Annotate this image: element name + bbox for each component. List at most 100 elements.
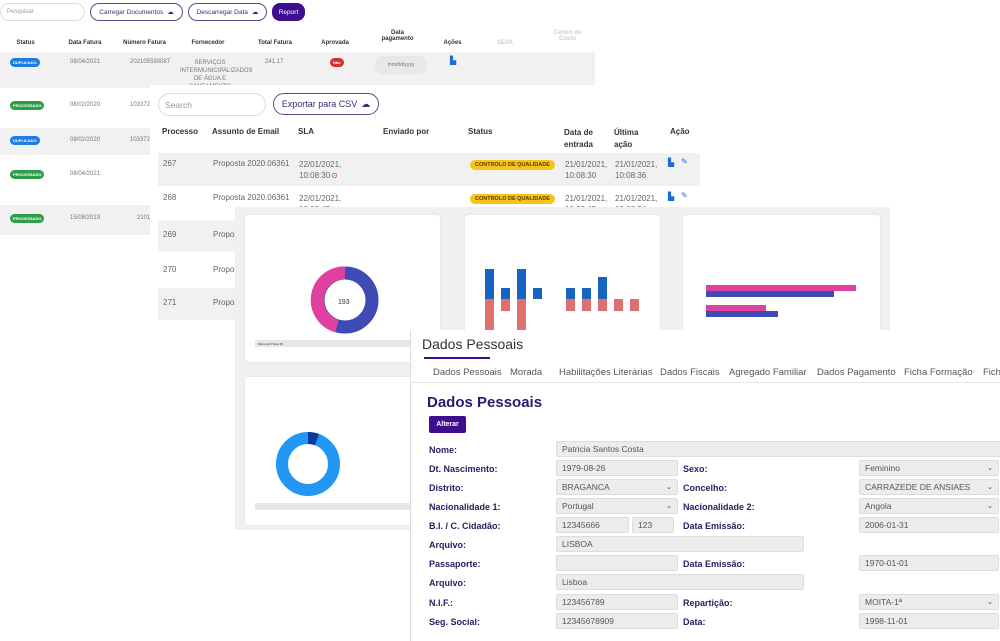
seg-value: 12345678909 [562,616,615,626]
chevron-down-icon: ⌄ [987,484,993,491]
entry-date: 21/01/2021, 10:08:30 [565,160,608,180]
data-emissao-field[interactable]: 2006-01-31 [859,517,999,533]
assets-donut-card: 193 Microsoft Power BI [245,215,440,362]
cloud-download-icon: ☁ [251,9,259,16]
tab-morada[interactable]: Morada [510,367,543,378]
passaporte-field[interactable] [556,555,678,571]
col-entry-date[interactable]: Data de entrada [564,128,593,149]
concelho-select[interactable]: CARRAZEDE DE ANSIAES ⌄ [859,479,999,495]
email-subject: Proposta 2020.06361 [213,159,290,168]
bar-chart-card [465,215,660,335]
footer-bar [255,340,430,347]
col-sent-by[interactable]: Enviado por [383,127,430,136]
edit-button[interactable]: Alterar [429,416,466,433]
tab-dados-pagamento[interactable]: Dados Pagamento [817,367,896,378]
edit-pencil-icon[interactable]: ✎ [681,191,688,200]
col-last-action[interactable]: Última ação [614,128,639,149]
label-nome: Nome: [429,445,458,455]
document-icon[interactable]: ▙ [668,192,675,201]
arquivo-passaporte-field[interactable]: Lisboa [556,574,804,590]
document-icon[interactable]: ▙ [450,56,457,65]
bar [630,299,639,311]
bar [614,299,623,311]
tab-ficha[interactable]: Ficha [983,367,1000,378]
reparticao-value: MOITA-1ª [865,597,902,607]
download-data-button[interactable]: Descarregar Data ☁ [188,3,267,21]
salary-bar-chart [706,285,856,317]
invoice-date: 08/04/2021 [70,59,101,65]
report-button[interactable]: Report [272,3,305,21]
warning-clock-icon: ⊙ [331,171,338,180]
chevron-down-icon: ⌄ [666,484,672,491]
distrito-select[interactable]: BRAGANCA ⌄ [556,479,678,495]
seg-social-field[interactable]: 12345678909 [556,613,678,629]
donut-slice-female [310,266,346,333]
active-tab-indicator [424,357,490,359]
upload-documents-button[interactable]: Carregar Documentos ☁ [90,3,183,21]
table-row[interactable]: 267 Proposta 2020.06361 22/01/2021, 10:0… [158,153,700,186]
nascimento-field[interactable]: 1979-08-26 [556,460,678,476]
label-reparticao: Repartição: [683,598,733,608]
data-field[interactable]: 1998-11-01 [859,613,999,629]
label-nacionalidade-1: Nacionalidade 1: [429,502,501,512]
table-row[interactable]: 270 Propos [158,255,700,285]
tab-agregado-familiar[interactable]: Agregado Familiar [729,367,807,378]
label-passaporte: Passaporte: [429,559,481,569]
invoice-total: 241,17 [265,59,284,65]
table-row[interactable]: PROCESSADO 08/02/2020 103372 [0,97,595,119]
col-date[interactable]: Data Fatura [68,40,102,46]
process-search-input[interactable]: Search [158,93,266,116]
tab-dados-pessoais[interactable]: Dados Pessoais [433,367,502,378]
status-badge: PROCESSADO [10,101,45,110]
label-seg-social: Seg. Social: [429,617,481,627]
col-cost-center[interactable]: Centro de Custo [553,30,582,42]
nif-field[interactable]: 123456789 [556,594,678,610]
edit-pencil-icon[interactable]: ✎ [681,157,688,166]
bar [582,288,591,299]
invoice-search-input[interactable]: Pesquisar [0,3,85,21]
remuneration-donut-chart [255,431,415,510]
tab-habilitacoes[interactable]: Habilitações Literárias [559,367,653,378]
salary-bar-card [683,215,880,335]
bi-value: 12345666 [562,520,600,530]
col-supplier[interactable]: Fornecedor [191,40,225,46]
payment-date-input[interactable]: mm/dd/yyyy [375,56,427,74]
col-sepa[interactable]: SEPA [497,40,513,46]
col-subject[interactable]: Assunto de Email [212,127,280,136]
nome-field[interactable]: Patricia Santos Costa [556,441,1000,457]
approved-badge: Não [330,58,344,67]
nacionalidade-2-select[interactable]: Angola ⌄ [859,498,999,514]
reparticao-select[interactable]: MOITA-1ª ⌄ [859,594,999,610]
bi-check-digit-field[interactable]: 123 [632,517,674,533]
col-process[interactable]: Processo [162,127,199,136]
col-total[interactable]: Total Fatura [258,40,292,46]
col-payment-date[interactable]: Data pagamento [381,30,414,42]
donut-total: 193 [338,299,350,306]
bar [706,305,766,311]
bi-field[interactable]: 12345666 [556,517,629,533]
arquivo-field[interactable]: LISBOA [556,536,804,552]
nacionalidade-1-select[interactable]: Portugal ⌄ [556,498,678,514]
invoice-date: 08/02/2020 [70,137,101,143]
col-approved[interactable]: Aprovada [321,40,349,46]
upload-label: Carregar Documentos [99,8,164,16]
label-nif: N.I.F.: [429,598,453,608]
col-number[interactable]: Número Fatura [123,40,166,46]
col-status[interactable]: Status [468,127,493,136]
donut-slice [307,431,320,446]
process-id: 267 [163,159,177,168]
document-icon[interactable]: ▙ [668,158,675,167]
table-row[interactable]: DUPLICADO 08/04/2021 202105590087 SERVIÇ… [0,52,595,90]
export-csv-button[interactable]: Exportar para CSV ☁ [273,93,379,115]
sla-value: 22/01/2021, 10:08:30 [299,160,342,180]
table-row[interactable]: PROCESSADO 08/04/2021 [0,166,595,188]
sexo-select[interactable]: Feminino ⌄ [859,460,999,476]
data-emissao-passaporte-field[interactable]: 1970-01-01 [859,555,999,571]
col-sla[interactable]: SLA [298,127,314,136]
powerbi-footer: Microsoft Power BI [258,342,284,346]
tab-ficha-formacao[interactable]: Ficha Formação [904,367,973,378]
tab-dados-fiscais[interactable]: Dados Fiscais [660,367,720,378]
col-status[interactable]: Status [16,40,35,46]
bar [517,269,526,299]
nac2-value: Angola [865,501,892,511]
